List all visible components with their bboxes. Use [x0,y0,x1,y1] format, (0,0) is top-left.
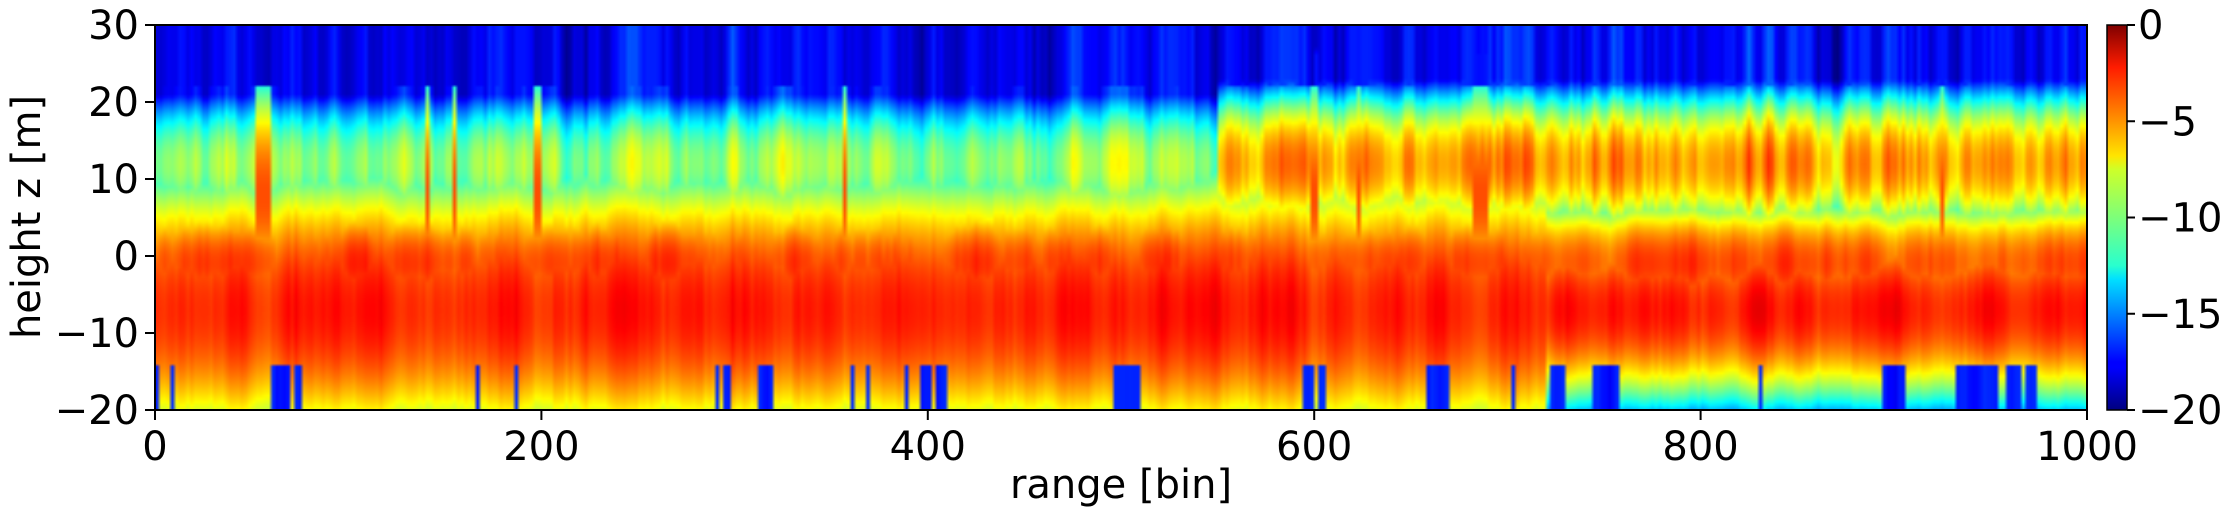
plot-frame [154,24,2088,411]
colorbar: −20 −15 −10 −5 0 [2106,3,2222,434]
x-tick-label: 400 [890,424,966,470]
y-tick-label: 20 [88,80,139,126]
colorbar-tick-label: −10 [2138,196,2222,242]
colorbar-gradient [2106,24,2128,411]
x-axis-label: range [bin] [1010,462,1232,508]
colorbar-ticks: −20 −15 −10 −5 0 [2127,3,2222,434]
y-tick-label: 0 [114,234,139,280]
x-axis: 0 200 400 600 800 1000 [142,410,2138,470]
y-axis-label: height z [m] [4,95,50,339]
y-tick-label: −20 [55,388,139,434]
x-tick-label: 0 [142,424,167,470]
y-tick-label: 30 [88,3,139,49]
colorbar-tick-label: 0 [2138,3,2163,49]
plot-area [154,24,2088,411]
heatmap-image [155,25,2087,410]
x-tick-label: 600 [1276,424,1352,470]
x-tick-label: 800 [1662,424,1738,470]
colorbar-tick-label: −15 [2138,292,2222,338]
y-tick-label: −10 [55,311,139,357]
x-tick-label: 200 [503,424,579,470]
colorbar-tick-label: −20 [2138,388,2222,434]
colorbar-tick-label: −5 [2138,99,2197,145]
x-tick-label: 1000 [2036,424,2138,470]
y-tick-label: 10 [88,157,139,203]
y-axis: −20 −10 0 10 20 30 [55,3,155,434]
